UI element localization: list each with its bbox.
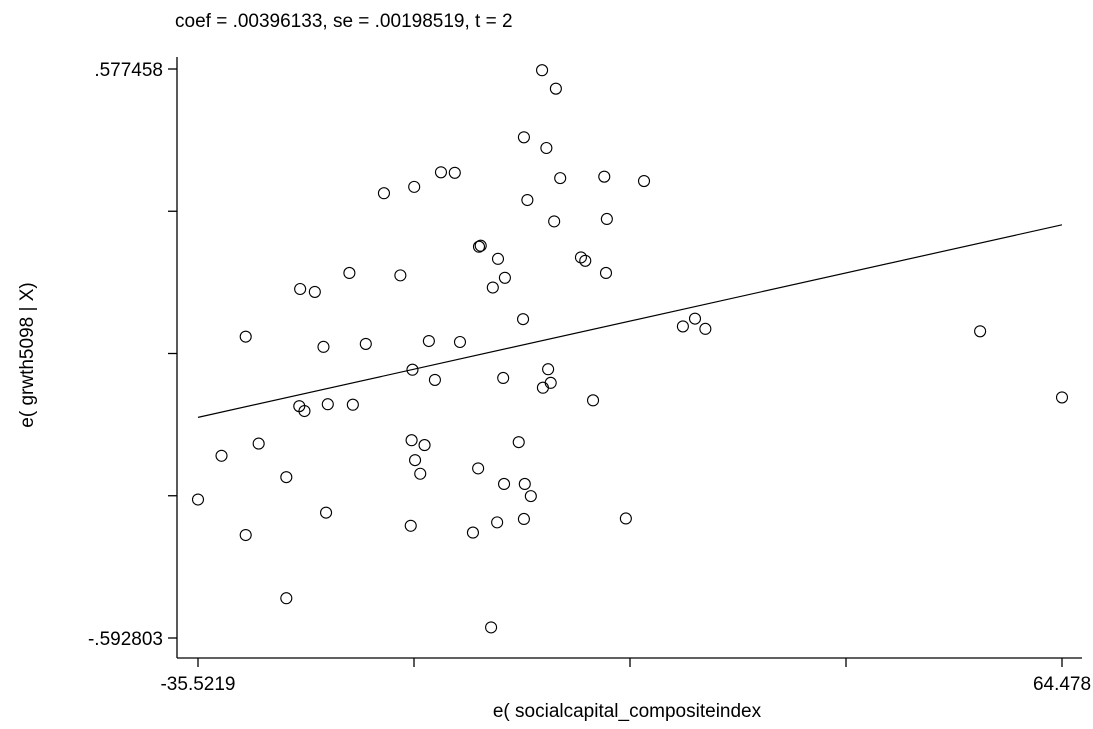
data-point [346,398,359,411]
data-point [414,467,427,480]
data-point [191,493,205,506]
data-point [321,398,334,411]
y-tick-label: .577458 [94,60,163,81]
data-point [554,172,567,185]
data-point [491,252,505,265]
data-point [586,394,600,407]
data-point [280,471,293,484]
x-tick-label: -35.5219 [160,674,235,695]
data-point [517,313,530,326]
y-axis-label: e( grwth5098 | X) [17,282,38,427]
data-point [320,506,333,519]
data-point [377,187,390,200]
x-axis-label: e( socialcapital_compositeindex [493,701,762,722]
data-point [422,334,435,348]
data-point [688,312,702,325]
data-point [486,281,499,294]
data-point [418,439,431,452]
chart-title: coef = .00396133, se = .00198519, t = 2 [175,11,513,32]
data-point [406,363,419,376]
data-points [191,64,1069,634]
fit-line [197,224,1063,418]
data-point [408,180,421,193]
data-point [280,592,293,605]
data-point [405,434,418,447]
data-point [512,436,525,449]
data-point [497,477,511,491]
data-point [579,254,592,267]
fit-line-group [197,224,1063,418]
data-point [466,526,479,539]
data-point [409,454,422,467]
data-point [598,170,611,183]
data-point [428,373,441,386]
data-point [404,519,417,532]
data-point [298,404,311,418]
data-point [637,175,651,188]
data-point [394,269,407,282]
data-point [1055,391,1069,404]
data-point [294,282,307,296]
data-point [536,381,549,394]
data-point [574,251,587,264]
data-point [974,325,987,338]
data-point [524,490,537,503]
x-tick-label: 64.478 [1033,674,1091,695]
data-point [536,64,549,77]
data-point [472,462,485,475]
data-point [549,82,562,95]
axes [176,57,1082,659]
data-point [699,322,712,335]
data-point [359,337,372,350]
data-point [472,240,486,253]
data-point [517,131,530,144]
data-point [317,340,330,353]
data-point [600,212,613,226]
y-tick-label: -.592803 [88,629,163,650]
data-point [619,512,632,525]
data-point [497,371,510,385]
data-point [215,449,228,462]
data-point [521,193,534,207]
data-point [542,363,555,376]
data-point [517,512,530,526]
data-point [343,266,356,279]
axis-ticks: .577458 -.592803 -35.5219 64.478 [88,60,1091,695]
data-point [434,166,448,179]
data-point [453,335,467,349]
data-point [676,320,689,333]
data-point [548,215,561,228]
data-point [239,528,252,542]
data-point [498,271,511,284]
data-point [518,477,531,491]
data-point [599,266,613,279]
data-point [491,516,504,529]
data-point [540,141,553,155]
data-point [544,376,557,389]
data-point [448,166,461,179]
data-point [485,621,498,634]
data-point [252,437,265,450]
data-point [308,285,321,298]
data-point [474,239,487,252]
data-point [239,330,252,343]
